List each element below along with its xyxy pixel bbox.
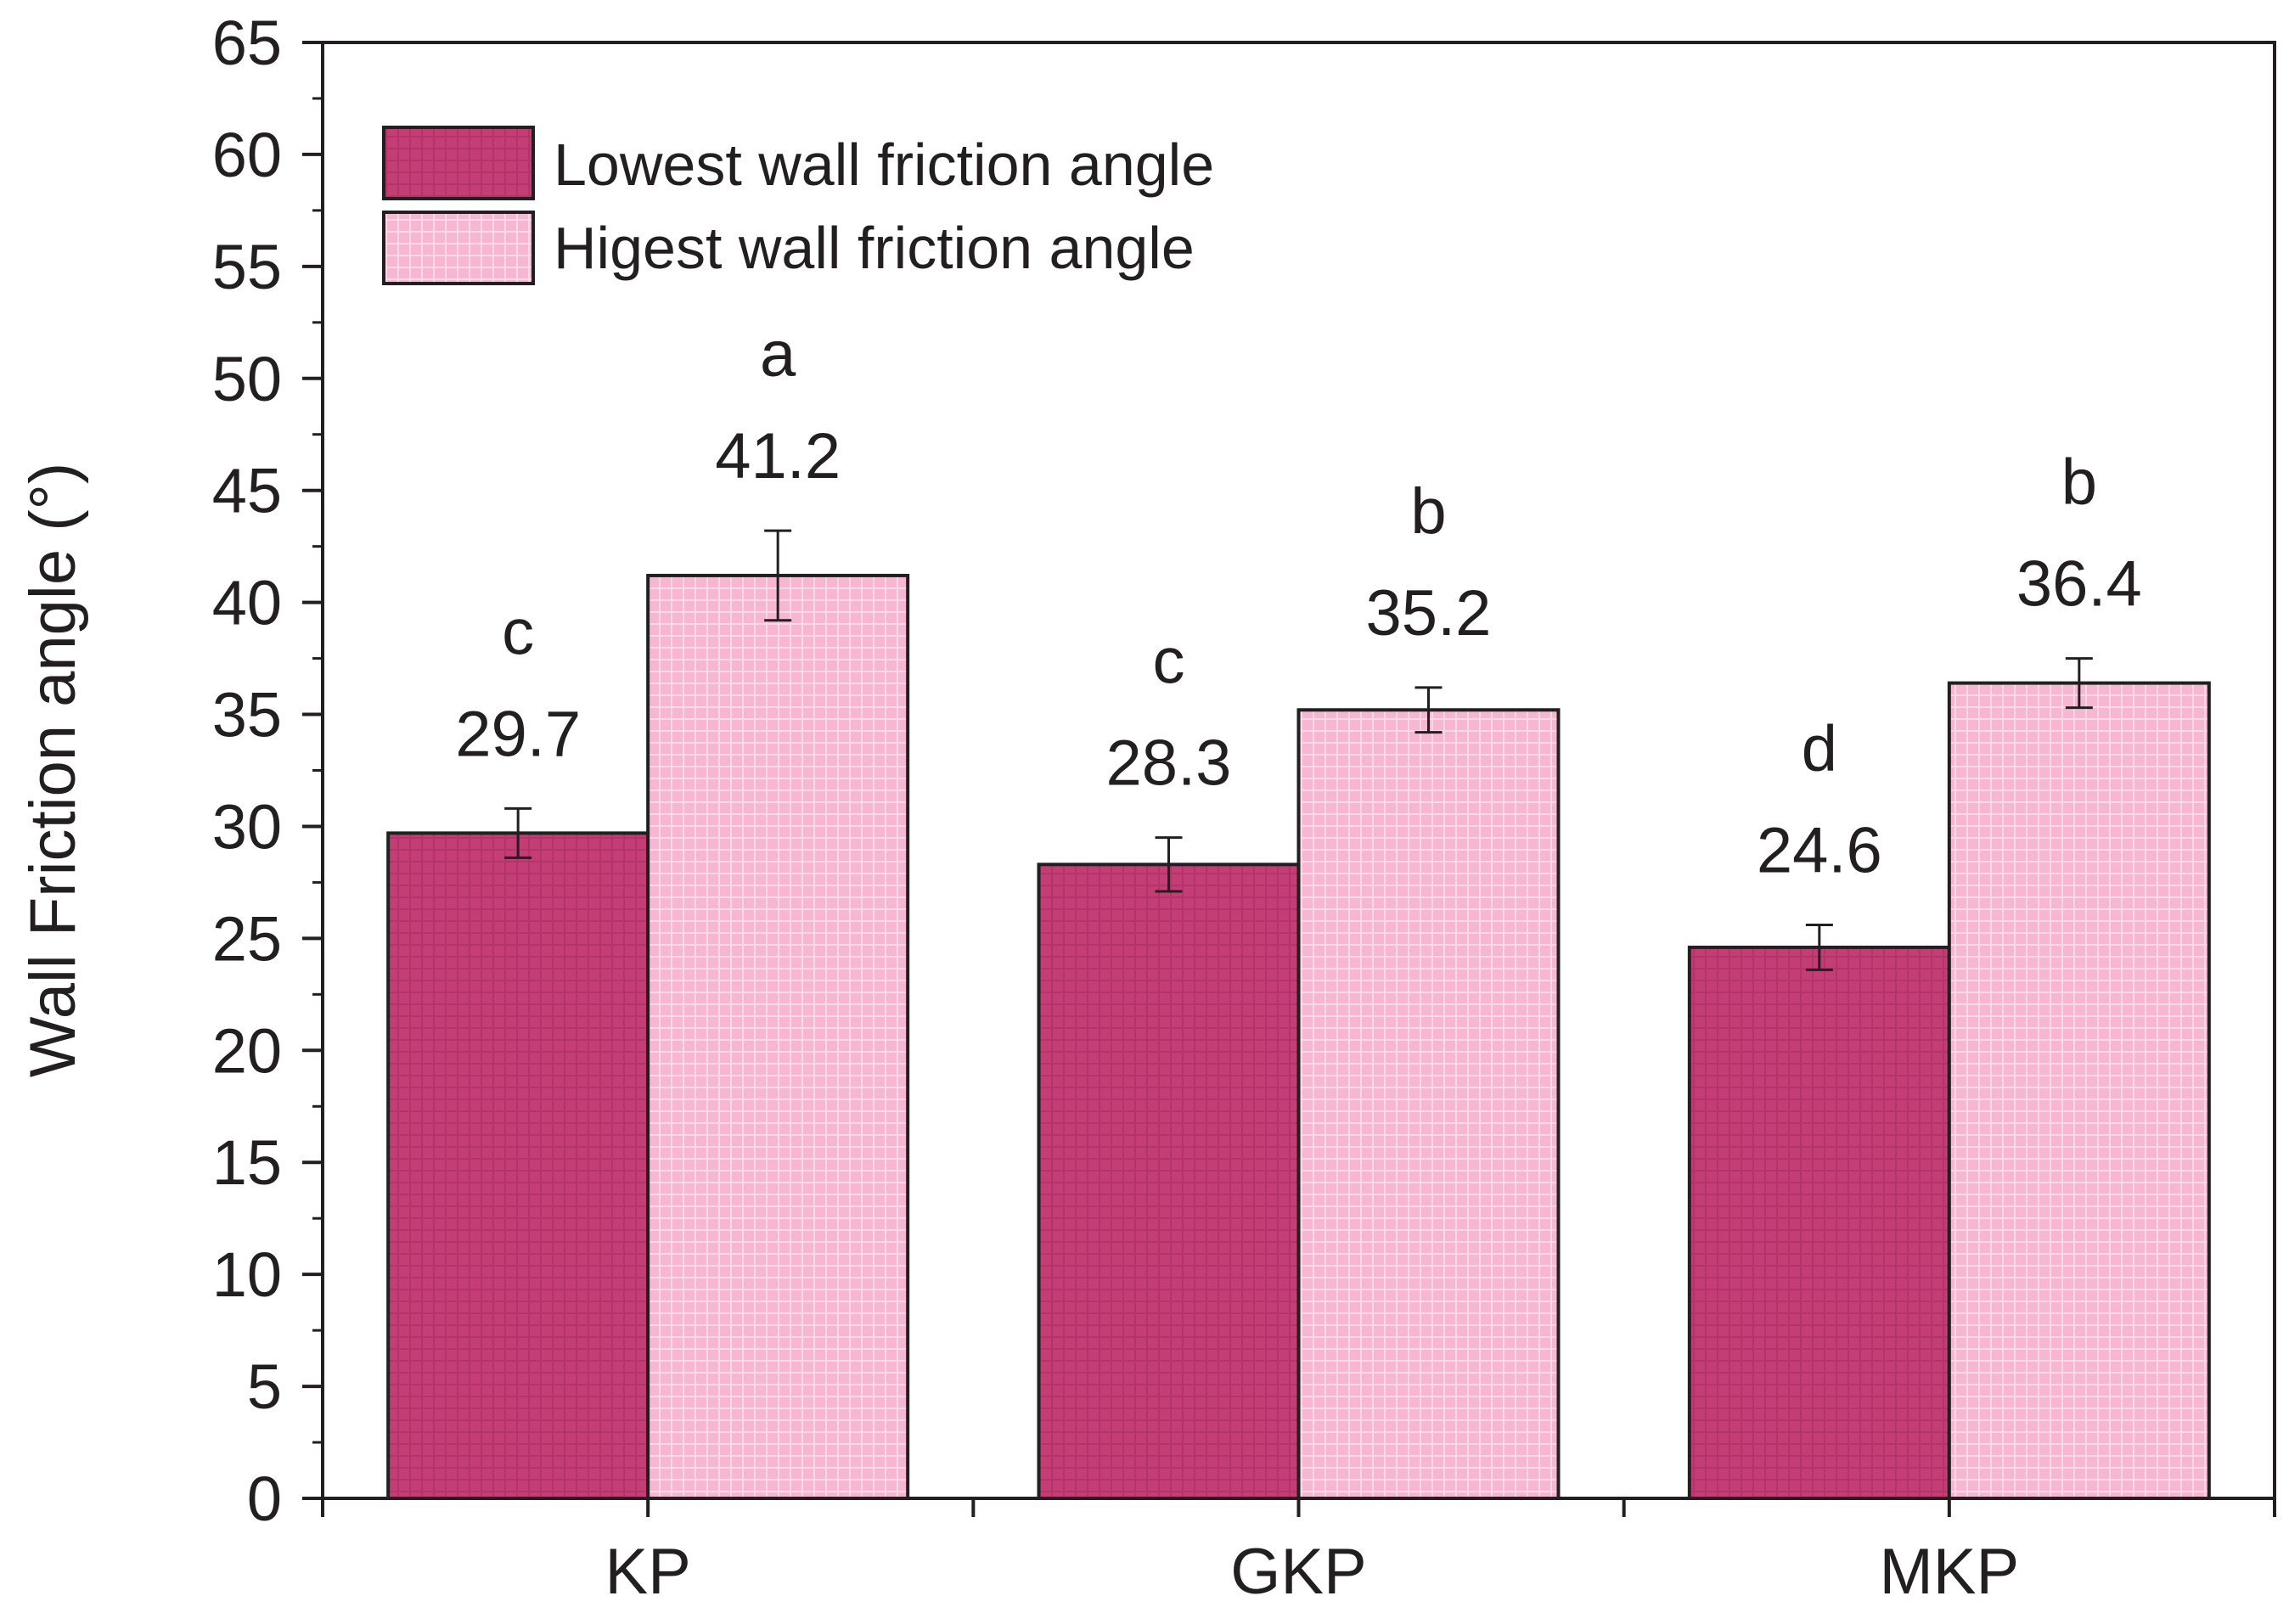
data-label: 24.6 xyxy=(1757,815,1882,887)
legend-swatch-lowest xyxy=(382,126,535,200)
bar-annotations: 29.7 c 41.2 a 28.3 c 35.2 b 24.6 d 36.4 b xyxy=(455,318,2142,886)
y-tick-label: 15 xyxy=(212,1127,282,1198)
y-tick-label: 55 xyxy=(212,232,282,302)
y-tick-label: 20 xyxy=(212,1015,282,1086)
bar xyxy=(1687,945,1951,1500)
y-tick-label: 35 xyxy=(212,680,282,750)
legend-label-highest: Higest wall friction angle xyxy=(554,215,1195,281)
y-axis: 0 5 10 15 20 25 30 35 40 45 50 55 60 65 xyxy=(212,8,323,1534)
x-tick-label: KP xyxy=(605,1536,690,1608)
significance-letter: d xyxy=(1802,713,1837,785)
y-tick-label: 40 xyxy=(212,568,282,638)
significance-letter: c xyxy=(1153,626,1185,698)
y-tick-label: 30 xyxy=(212,791,282,862)
significance-letter: b xyxy=(2061,447,2097,519)
bar-series xyxy=(386,529,2211,1500)
y-tick-label: 50 xyxy=(212,344,282,414)
data-label: 41.2 xyxy=(715,420,841,492)
significance-letter: a xyxy=(760,318,796,391)
y-axis-title: Wall Friction angle (°) xyxy=(17,463,89,1077)
bar xyxy=(646,573,910,1500)
y-tick-label: 65 xyxy=(212,8,282,78)
data-label: 36.4 xyxy=(2016,548,2142,621)
y-tick-label: 45 xyxy=(212,456,282,526)
bar xyxy=(1947,681,2211,1500)
x-axis: KP GKP MKP xyxy=(321,1498,2276,1608)
y-tick-label: 25 xyxy=(212,903,282,974)
legend-swatch-highest xyxy=(382,211,535,285)
legend: Lowest wall friction angle Higest wall f… xyxy=(382,126,1214,285)
data-label: 29.7 xyxy=(455,698,581,770)
significance-letter: b xyxy=(1410,475,1446,548)
y-tick-label: 0 xyxy=(247,1464,282,1534)
bar xyxy=(1296,708,1561,1500)
y-tick-label: 60 xyxy=(212,120,282,190)
legend-label-lowest: Lowest wall friction angle xyxy=(554,132,1214,198)
y-tick-label: 5 xyxy=(247,1351,282,1422)
bar xyxy=(1037,863,1301,1500)
x-tick-label: GKP xyxy=(1230,1536,1367,1608)
x-tick-label: MKP xyxy=(1879,1536,2019,1608)
significance-letter: c xyxy=(502,596,534,668)
y-tick-label: 10 xyxy=(212,1239,282,1310)
data-label: 28.3 xyxy=(1106,728,1232,800)
data-label: 35.2 xyxy=(1366,577,1492,649)
bar xyxy=(386,831,650,1500)
